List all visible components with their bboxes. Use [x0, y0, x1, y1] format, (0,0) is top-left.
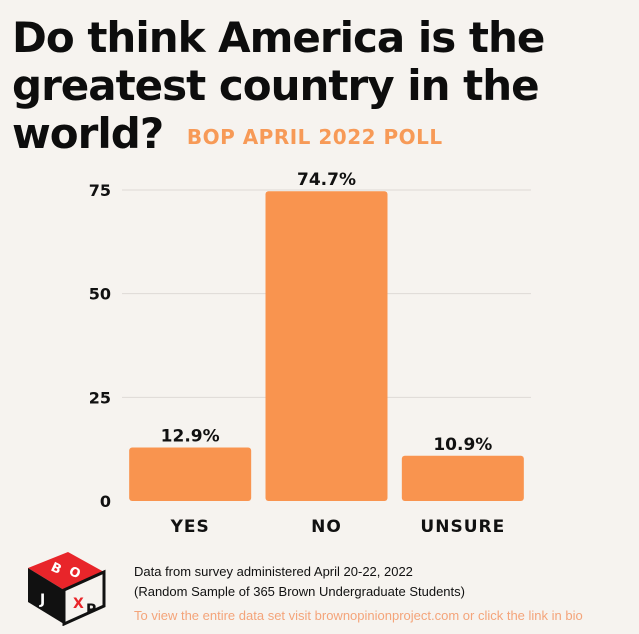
- poll-subtitle: BOP APRIL 2022 POLL: [186, 125, 443, 149]
- x-tick-label: YES: [170, 517, 210, 537]
- footer-survey-dates: Data from survey administered April 20-2…: [134, 564, 413, 579]
- logo-left-face: [28, 568, 64, 624]
- y-tick-label: 50: [89, 285, 111, 304]
- x-tick-label: NO: [311, 517, 342, 537]
- footer-sample-note: (Random Sample of 365 Brown Undergraduat…: [134, 584, 465, 599]
- y-tick-label: 0: [100, 492, 111, 511]
- bar: [401, 455, 524, 501]
- data-label: 74.7%: [297, 170, 356, 190]
- footer-link-note[interactable]: To view the entire data set visit browno…: [134, 608, 583, 623]
- y-tick-label: 25: [89, 388, 111, 407]
- bar: [265, 191, 388, 501]
- title-text: Do think America is the greatest country…: [12, 13, 545, 158]
- bar: [129, 447, 252, 501]
- chart-title: Do think America is the greatest country…: [12, 14, 632, 161]
- y-tick-label: 75: [89, 181, 111, 200]
- x-tick-label: UNSURE: [420, 517, 505, 537]
- logo-letter-x: X: [73, 596, 84, 612]
- bop-logo: B O P X J: [28, 552, 106, 626]
- logo-letter-j: J: [39, 592, 45, 608]
- data-label: 10.9%: [433, 435, 492, 455]
- bar-chart: 0 25 50 75 12.9% YES 74.7% NO 10.9% UNSURE: [89, 170, 531, 537]
- logo-letter-p: P: [86, 602, 96, 618]
- footer: Data from survey administered April 20-2…: [134, 562, 639, 626]
- data-label: 12.9%: [161, 427, 220, 447]
- logo-right-face: [62, 569, 106, 626]
